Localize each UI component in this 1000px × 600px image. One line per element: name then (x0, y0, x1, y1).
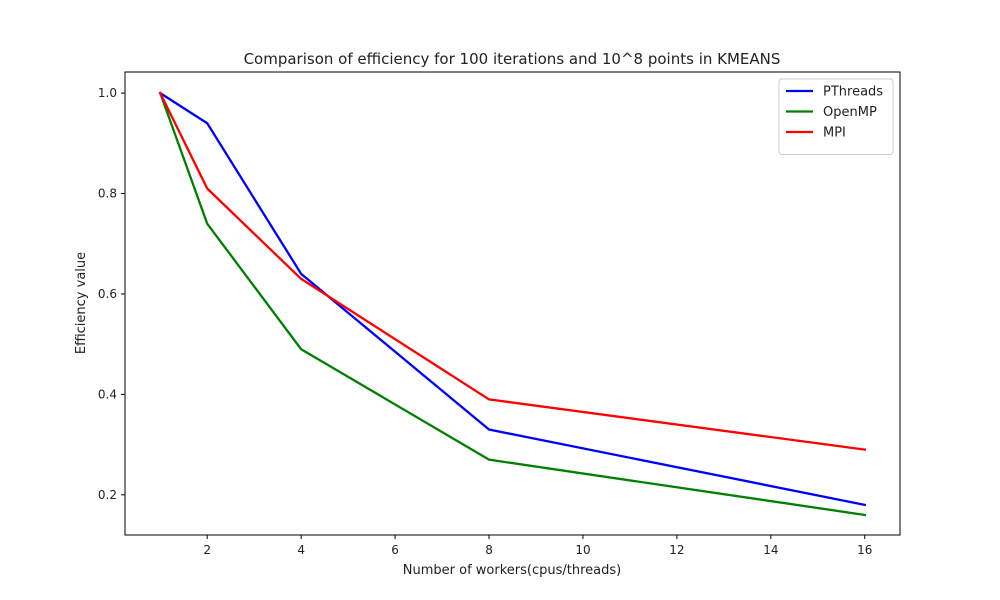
series-line-pthreads (158, 91, 867, 507)
y-tick-label: 0.2 (98, 488, 117, 502)
plot-area (124, 71, 901, 536)
y-tick-label: 0.8 (98, 187, 117, 201)
chart-title: Comparison of efficiency for 100 iterati… (244, 50, 781, 68)
y-axis-label: Efficiency value (74, 252, 89, 354)
legend-label: OpenMP (823, 105, 877, 120)
series-lines (158, 91, 867, 517)
y-axis-ticks: 0.2 0.4 0.6 0.8 1.0 (98, 86, 125, 502)
x-tick-label: 10 (575, 543, 590, 557)
legend-label: MPI (823, 126, 846, 141)
legend-label: PThreads (823, 85, 883, 100)
y-tick-label: 0.6 (98, 287, 117, 301)
legend-box (778, 78, 894, 155)
y-tick-label: 0.4 (98, 387, 117, 401)
x-tick-label: 6 (391, 543, 399, 557)
x-axis-label: Number of workers(cpus/threads) (403, 563, 621, 578)
plot-frame (124, 71, 901, 536)
legend: PThreads OpenMP MPI (778, 78, 894, 155)
series-line-mpi (158, 91, 867, 451)
x-tick-label: 2 (203, 543, 211, 557)
x-tick-label: 16 (857, 543, 872, 557)
y-tick-label: 1.0 (98, 86, 117, 100)
x-tick-label: 4 (297, 543, 305, 557)
x-axis-ticks: 2 4 6 8 10 12 14 16 (203, 535, 872, 557)
series-line-openmp (158, 91, 867, 517)
x-tick-label: 12 (669, 543, 684, 557)
x-tick-label: 14 (763, 543, 778, 557)
x-tick-label: 8 (485, 543, 493, 557)
